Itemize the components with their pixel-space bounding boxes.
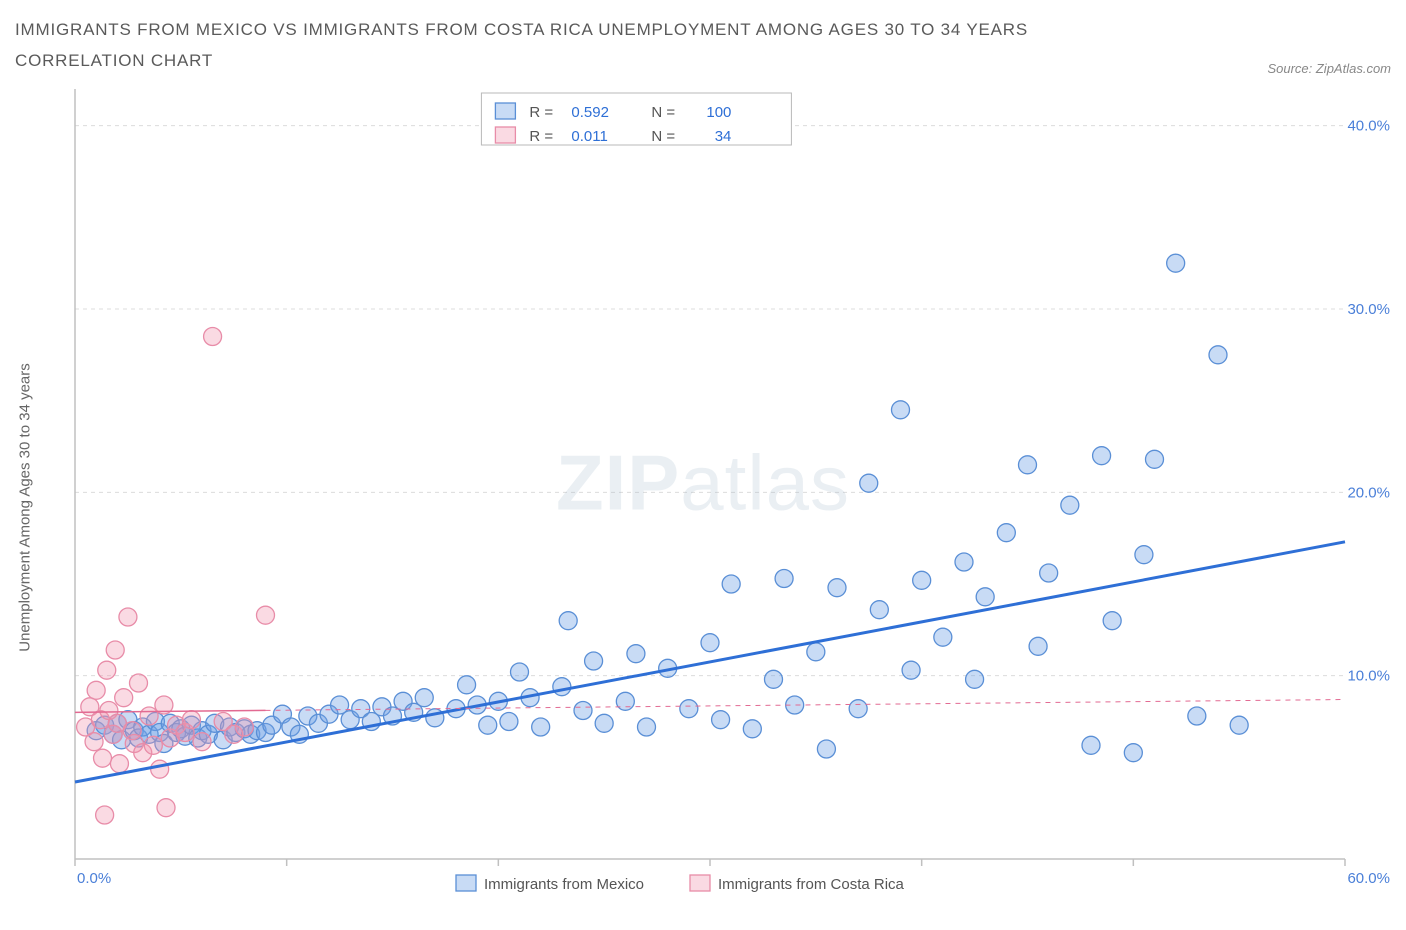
y-axis-label: Unemployment Among Ages 30 to 34 years [17, 363, 34, 652]
svg-text:0.592: 0.592 [571, 104, 609, 121]
svg-text:30.0%: 30.0% [1347, 301, 1390, 318]
svg-text:100: 100 [706, 104, 731, 121]
svg-text:N =: N = [651, 104, 675, 121]
svg-text:Immigrants from Costa Rica: Immigrants from Costa Rica [718, 876, 905, 893]
svg-text:R =: R = [529, 128, 553, 145]
svg-text:0.0%: 0.0% [77, 870, 111, 887]
svg-text:R =: R = [529, 104, 553, 121]
chart-title: IMMIGRANTS FROM MEXICO VS IMMIGRANTS FRO… [15, 15, 1115, 76]
svg-text:60.0%: 60.0% [1347, 870, 1390, 887]
svg-text:20.0%: 20.0% [1347, 485, 1390, 502]
svg-text:N =: N = [651, 128, 675, 145]
svg-text:34: 34 [715, 128, 732, 145]
scatter-chart: 10.0% 20.0% 30.0% 40.0% 0.0% 60.0% R = 0.592 N =… [15, 84, 1391, 914]
svg-text:0.011: 0.011 [571, 128, 607, 145]
source-attribution: Source: ZipAtlas.com [1267, 61, 1391, 76]
svg-text:Immigrants from Mexico: Immigrants from Mexico [484, 876, 644, 893]
svg-text:40.0%: 40.0% [1347, 118, 1390, 135]
svg-text:10.0%: 10.0% [1347, 668, 1390, 685]
